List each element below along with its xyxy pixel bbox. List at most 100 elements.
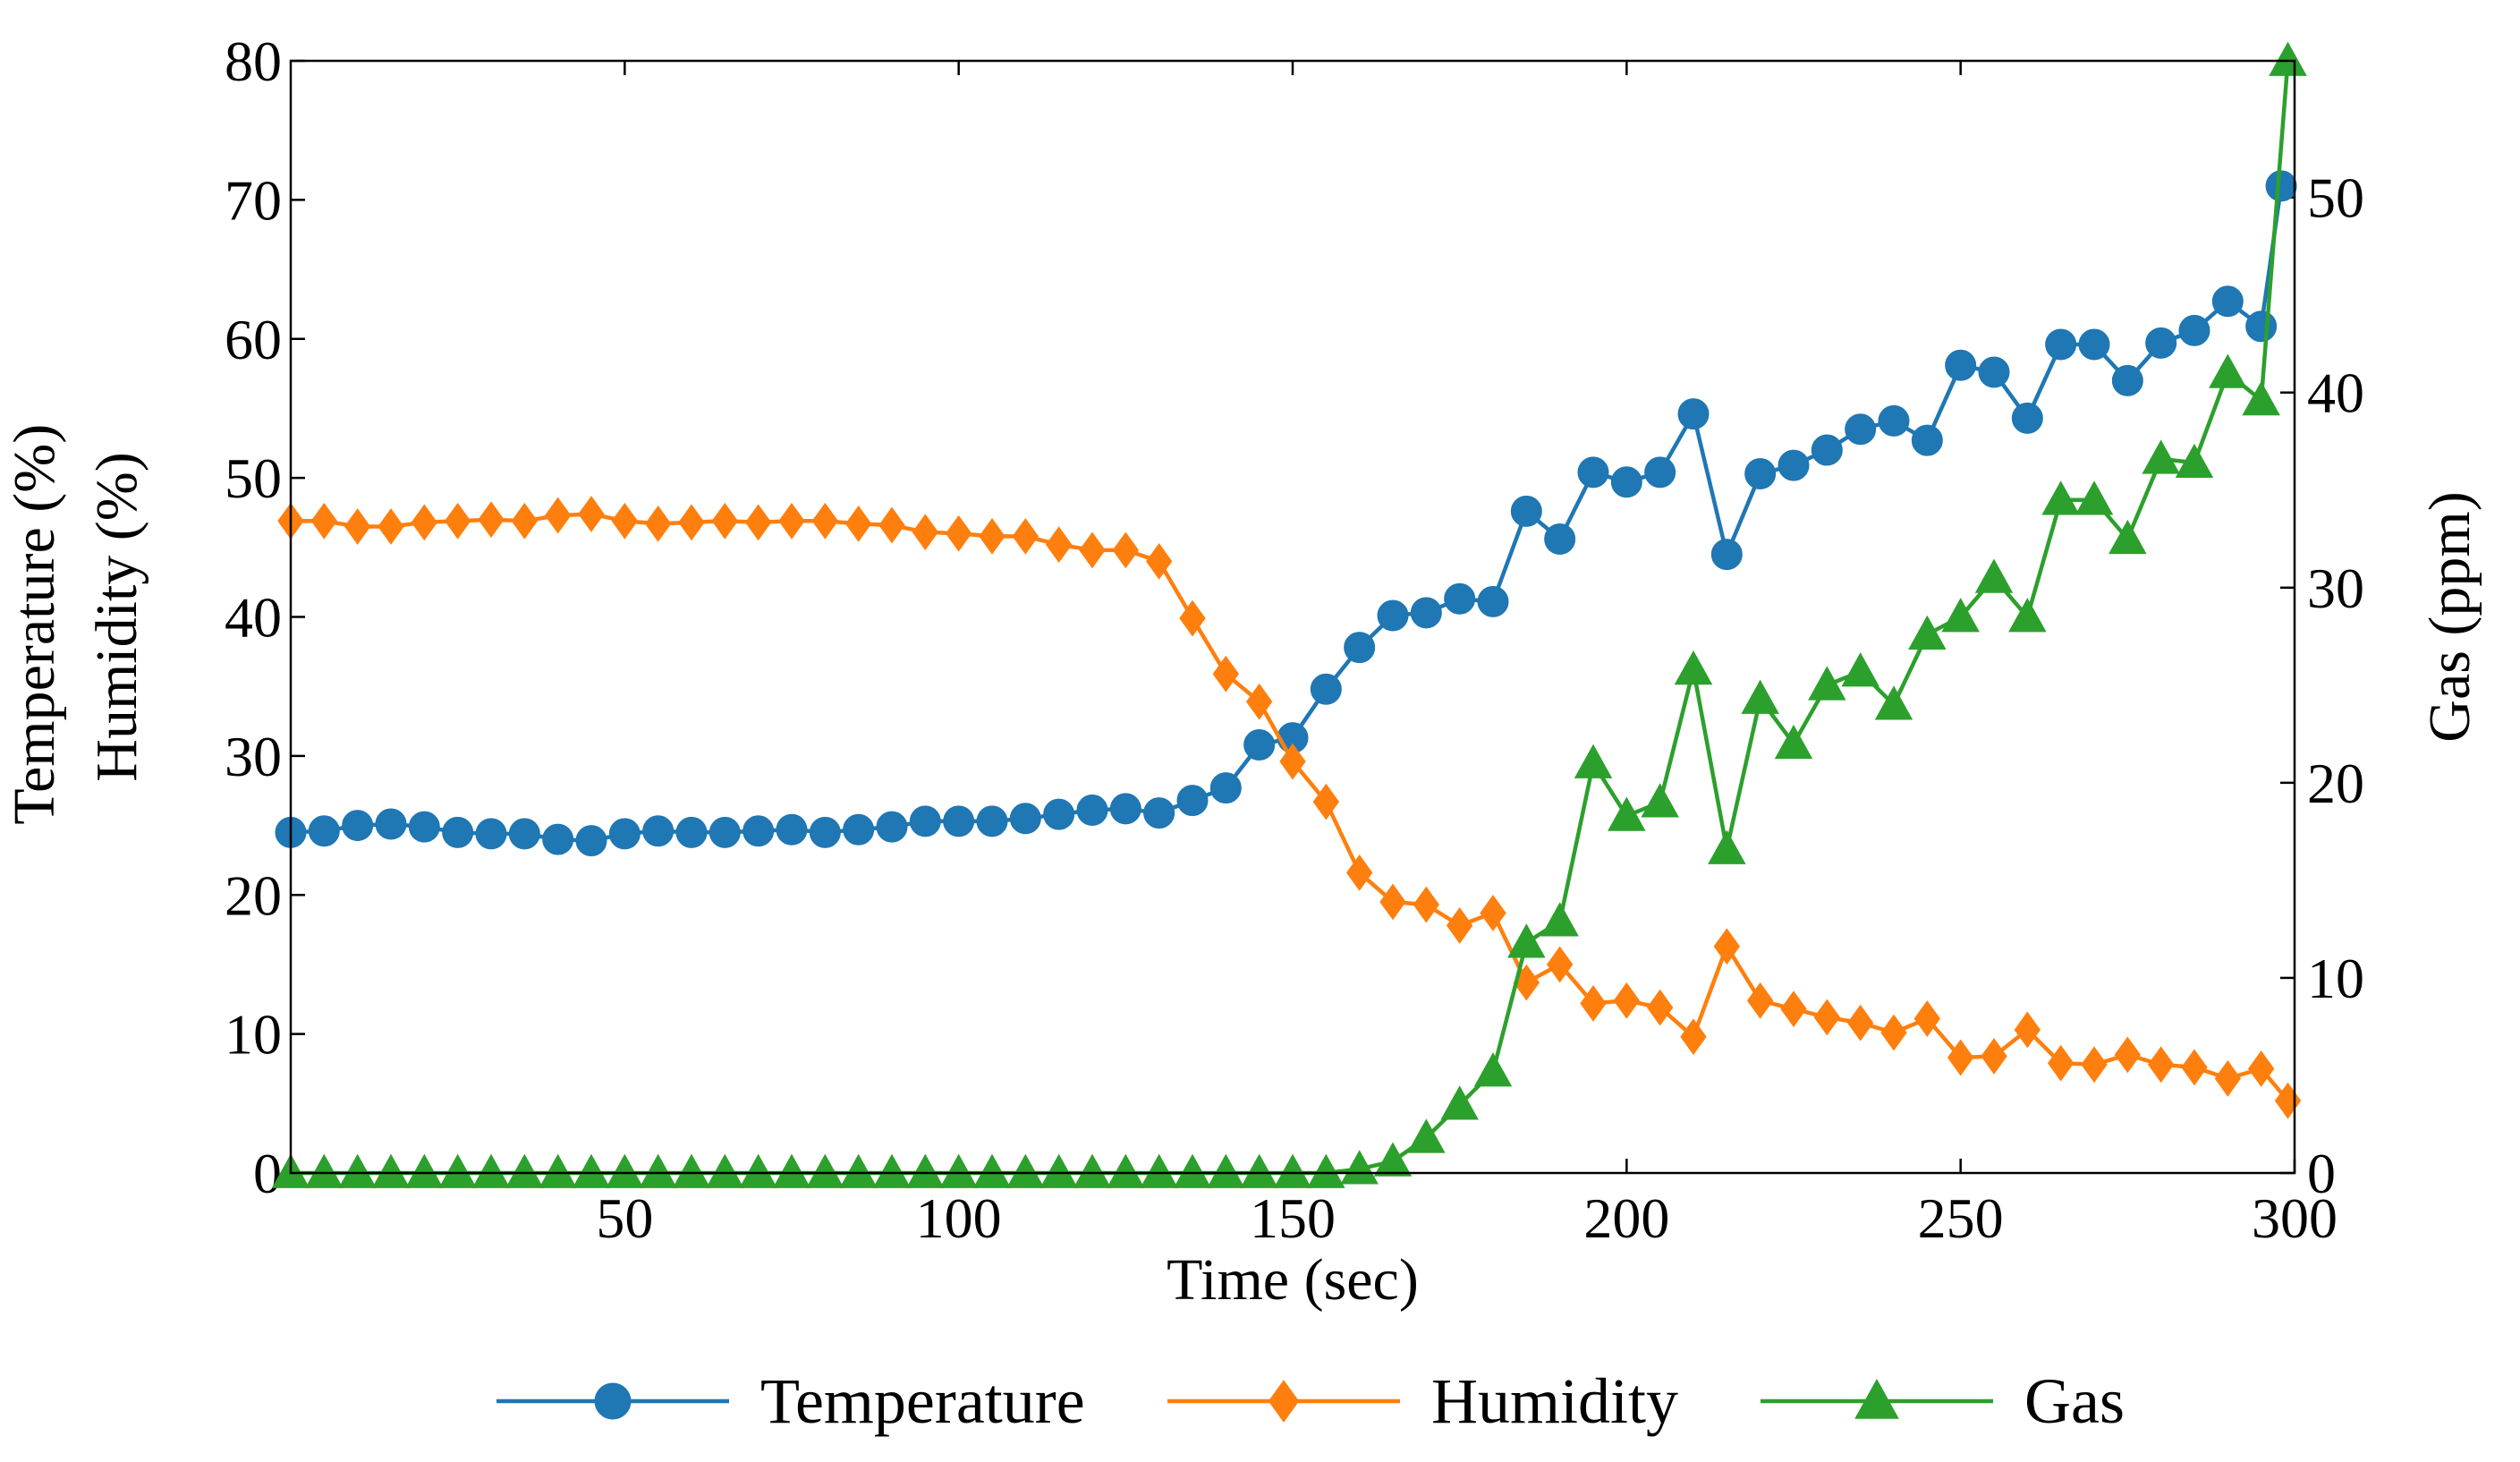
right-y-axis-label: Gas (ppm) bbox=[2417, 491, 2482, 742]
data-point-gas bbox=[1841, 652, 1879, 687]
left-y-axis-ticks: 0 10 20 30 40 50 60 70 80 bbox=[225, 30, 305, 1205]
legend: Temperature Humidity Gas bbox=[496, 1365, 2125, 1437]
data-point-gas bbox=[2108, 519, 2147, 555]
data-point-temperature bbox=[1710, 539, 1743, 571]
data-point-humidity bbox=[1045, 526, 1073, 564]
data-point-humidity bbox=[979, 517, 1005, 555]
data-point-humidity bbox=[1613, 982, 1641, 1019]
data-point-gas bbox=[1073, 1153, 1112, 1188]
data-point-gas bbox=[1173, 1153, 1212, 1188]
data-point-gas bbox=[639, 1153, 677, 1188]
data-point-gas bbox=[1373, 1142, 1413, 1177]
data-point-gas bbox=[539, 1153, 577, 1188]
x-tick-label: 300 bbox=[2252, 1186, 2338, 1250]
data-point-temperature bbox=[2111, 364, 2143, 396]
data-point-humidity bbox=[1580, 985, 1607, 1022]
data-point-humidity bbox=[1746, 982, 1774, 1019]
data-point-humidity bbox=[2047, 1044, 2075, 1082]
data-point-gas bbox=[1140, 1153, 1178, 1188]
left-y-axis-label: Temperature (%) Humidity (%) bbox=[2, 409, 149, 824]
data-point-temperature bbox=[1778, 449, 1810, 481]
data-point-temperature bbox=[1610, 466, 1642, 498]
data-point-gas bbox=[1273, 1153, 1312, 1188]
legend-item-temperature: Temperature bbox=[496, 1365, 1085, 1437]
data-point-humidity bbox=[811, 502, 839, 540]
series-gas bbox=[271, 41, 2307, 1188]
data-point-temperature bbox=[1209, 772, 1242, 804]
data-point-temperature bbox=[708, 816, 741, 848]
data-point-humidity bbox=[945, 514, 972, 552]
left-y-tick-label: 40 bbox=[225, 586, 282, 650]
data-point-temperature bbox=[1009, 803, 1041, 835]
data-point-gas bbox=[972, 1153, 1012, 1188]
data-point-temperature bbox=[1243, 728, 1276, 761]
data-point-humidity bbox=[878, 506, 905, 544]
data-point-temperature bbox=[1811, 434, 1843, 466]
data-point-humidity bbox=[378, 508, 404, 545]
data-point-temperature bbox=[843, 813, 875, 846]
legend-label-temperature: Temperature bbox=[760, 1365, 1085, 1437]
data-point-temperature bbox=[2178, 314, 2210, 346]
data-point-temperature bbox=[876, 811, 908, 843]
data-point-gas bbox=[338, 1153, 377, 1188]
data-point-temperature bbox=[909, 805, 941, 837]
series-line-humidity bbox=[288, 512, 2290, 1103]
data-point-humidity bbox=[1880, 1014, 1907, 1051]
data-point-humidity bbox=[1212, 655, 1240, 693]
data-point-temperature bbox=[475, 818, 507, 850]
data-point-humidity bbox=[1846, 1004, 1874, 1041]
data-point-humidity bbox=[444, 502, 471, 540]
legend-marker-shape bbox=[1268, 1380, 1300, 1423]
data-point-temperature bbox=[575, 825, 607, 857]
legend-marker-shape bbox=[594, 1382, 632, 1420]
data-point-gas bbox=[505, 1153, 544, 1188]
data-point-gas bbox=[405, 1153, 444, 1188]
left-y-axis-label-line-2: Humidity (%) bbox=[84, 452, 149, 781]
data-point-temperature bbox=[1344, 632, 1376, 664]
data-point-temperature bbox=[308, 815, 340, 847]
left-y-tick-label: 80 bbox=[225, 30, 282, 93]
data-point-humidity bbox=[511, 502, 539, 540]
data-point-gas bbox=[1340, 1150, 1379, 1185]
data-point-humidity bbox=[1379, 883, 1406, 921]
left-y-tick-label: 50 bbox=[225, 446, 282, 510]
data-point-gas bbox=[2041, 480, 2080, 515]
data-point-temperature bbox=[1911, 424, 1943, 456]
data-point-temperature bbox=[2145, 327, 2177, 359]
data-point-temperature bbox=[1444, 582, 1476, 615]
right-y-tick-label: 0 bbox=[2307, 1142, 2336, 1205]
data-point-gas bbox=[1006, 1153, 1045, 1188]
data-point-temperature bbox=[1744, 457, 1777, 489]
data-point-temperature bbox=[943, 805, 975, 837]
data-point-gas bbox=[1808, 666, 1846, 701]
x-axis-ticks: 50 100 150 200 250 300 bbox=[596, 61, 2338, 1250]
data-point-humidity bbox=[1112, 531, 1140, 569]
data-point-temperature bbox=[1510, 495, 1542, 527]
data-point-gas bbox=[2075, 480, 2114, 515]
data-point-humidity bbox=[644, 505, 672, 542]
data-point-gas bbox=[839, 1153, 878, 1188]
data-point-temperature bbox=[1477, 585, 1509, 617]
data-point-humidity bbox=[310, 502, 338, 540]
data-point-humidity bbox=[1713, 928, 1741, 965]
data-point-gas bbox=[1641, 783, 1679, 818]
data-point-temperature bbox=[508, 818, 540, 850]
data-point-humidity bbox=[1947, 1039, 1974, 1076]
data-point-humidity bbox=[611, 502, 639, 540]
data-point-humidity bbox=[2214, 1059, 2242, 1097]
data-point-gas bbox=[872, 1153, 912, 1188]
data-point-temperature bbox=[608, 818, 641, 850]
data-point-humidity bbox=[1981, 1038, 2007, 1075]
data-point-humidity bbox=[711, 502, 739, 540]
data-point-temperature bbox=[1377, 599, 1409, 632]
data-point-humidity bbox=[1913, 1000, 1941, 1037]
data-point-temperature bbox=[1410, 597, 1442, 629]
data-point-gas bbox=[471, 1153, 511, 1188]
left-y-tick-label: 60 bbox=[225, 308, 282, 371]
plot-frame bbox=[289, 59, 2296, 1175]
data-point-humidity bbox=[1012, 517, 1039, 555]
data-point-gas bbox=[572, 1153, 611, 1188]
x-tick-label: 200 bbox=[1583, 1186, 1669, 1250]
data-point-humidity bbox=[2081, 1046, 2108, 1084]
data-point-temperature bbox=[2078, 328, 2110, 361]
